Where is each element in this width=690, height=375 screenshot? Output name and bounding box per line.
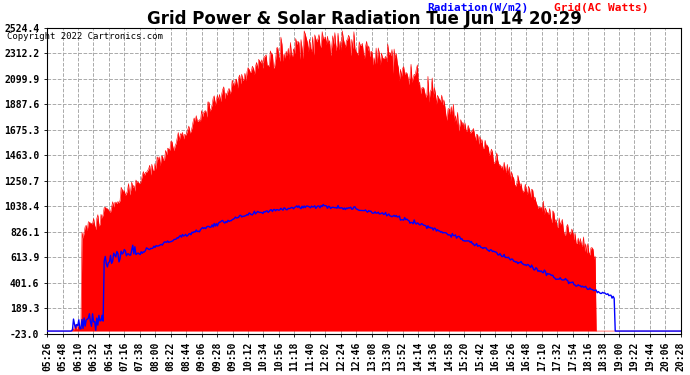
Title: Grid Power & Solar Radiation Tue Jun 14 20:29: Grid Power & Solar Radiation Tue Jun 14 … <box>146 10 582 28</box>
Text: Grid(AC Watts): Grid(AC Watts) <box>554 3 649 13</box>
Text: Radiation(W/m2): Radiation(W/m2) <box>427 3 529 13</box>
Text: Copyright 2022 Cartronics.com: Copyright 2022 Cartronics.com <box>7 32 163 41</box>
